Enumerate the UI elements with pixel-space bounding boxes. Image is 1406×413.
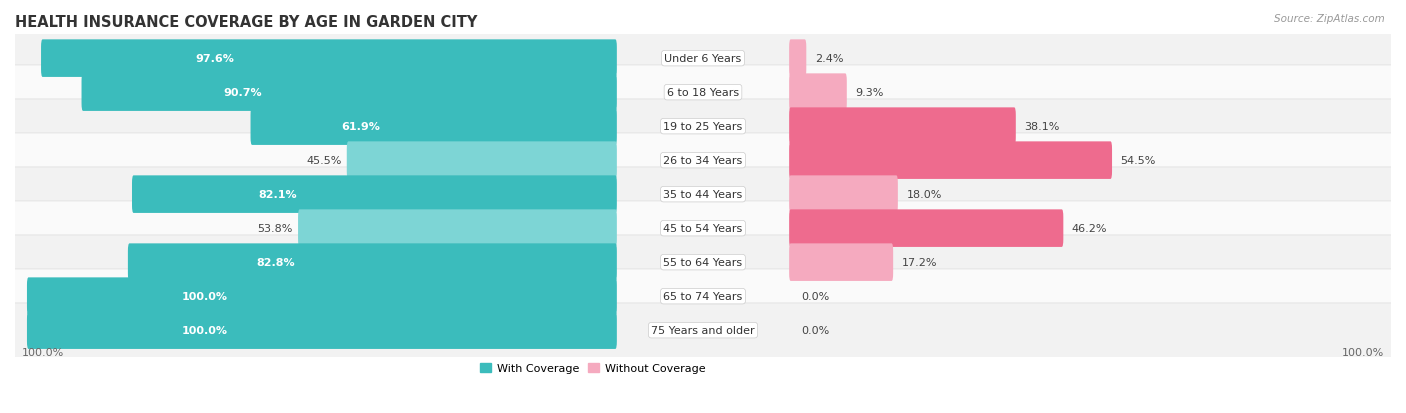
Text: 82.8%: 82.8% (256, 258, 294, 268)
Text: 90.7%: 90.7% (224, 88, 262, 98)
Text: 61.9%: 61.9% (342, 122, 381, 132)
FancyBboxPatch shape (298, 210, 617, 247)
FancyBboxPatch shape (13, 168, 1393, 222)
FancyBboxPatch shape (27, 278, 617, 315)
FancyBboxPatch shape (789, 40, 806, 78)
Text: 100.0%: 100.0% (181, 292, 228, 301)
FancyBboxPatch shape (13, 235, 1393, 290)
Text: 0.0%: 0.0% (801, 292, 830, 301)
Text: 100.0%: 100.0% (181, 325, 228, 335)
Text: 9.3%: 9.3% (855, 88, 884, 98)
Text: 45.5%: 45.5% (307, 156, 342, 166)
Text: 100.0%: 100.0% (1341, 347, 1385, 357)
Text: 38.1%: 38.1% (1025, 122, 1060, 132)
Text: 46.2%: 46.2% (1071, 223, 1108, 234)
Text: 6 to 18 Years: 6 to 18 Years (666, 88, 740, 98)
Legend: With Coverage, Without Coverage: With Coverage, Without Coverage (475, 358, 710, 378)
Text: 97.6%: 97.6% (195, 54, 233, 64)
FancyBboxPatch shape (41, 40, 617, 78)
Text: 35 to 44 Years: 35 to 44 Years (664, 190, 742, 199)
Text: 65 to 74 Years: 65 to 74 Years (664, 292, 742, 301)
Text: 55 to 64 Years: 55 to 64 Years (664, 258, 742, 268)
FancyBboxPatch shape (789, 142, 1112, 180)
FancyBboxPatch shape (128, 244, 617, 281)
FancyBboxPatch shape (82, 74, 617, 112)
FancyBboxPatch shape (13, 269, 1393, 323)
Text: 54.5%: 54.5% (1121, 156, 1156, 166)
FancyBboxPatch shape (347, 142, 617, 180)
Text: 17.2%: 17.2% (901, 258, 938, 268)
Text: Under 6 Years: Under 6 Years (665, 54, 741, 64)
Text: 0.0%: 0.0% (801, 325, 830, 335)
Text: 75 Years and older: 75 Years and older (651, 325, 755, 335)
FancyBboxPatch shape (789, 74, 846, 112)
FancyBboxPatch shape (789, 176, 898, 214)
Text: Source: ZipAtlas.com: Source: ZipAtlas.com (1274, 14, 1385, 24)
FancyBboxPatch shape (13, 100, 1393, 154)
FancyBboxPatch shape (13, 134, 1393, 188)
Text: 53.8%: 53.8% (257, 223, 292, 234)
Text: 100.0%: 100.0% (21, 347, 65, 357)
Text: 82.1%: 82.1% (259, 190, 298, 199)
FancyBboxPatch shape (132, 176, 617, 214)
FancyBboxPatch shape (13, 202, 1393, 256)
Text: 26 to 34 Years: 26 to 34 Years (664, 156, 742, 166)
Text: 45 to 54 Years: 45 to 54 Years (664, 223, 742, 234)
FancyBboxPatch shape (13, 32, 1393, 86)
FancyBboxPatch shape (250, 108, 617, 145)
Text: 2.4%: 2.4% (815, 54, 844, 64)
FancyBboxPatch shape (27, 312, 617, 349)
Text: 18.0%: 18.0% (907, 190, 942, 199)
FancyBboxPatch shape (789, 244, 893, 281)
FancyBboxPatch shape (13, 303, 1393, 358)
Text: 19 to 25 Years: 19 to 25 Years (664, 122, 742, 132)
FancyBboxPatch shape (13, 66, 1393, 120)
FancyBboxPatch shape (789, 108, 1015, 145)
FancyBboxPatch shape (789, 210, 1063, 247)
Text: HEALTH INSURANCE COVERAGE BY AGE IN GARDEN CITY: HEALTH INSURANCE COVERAGE BY AGE IN GARD… (15, 15, 478, 30)
